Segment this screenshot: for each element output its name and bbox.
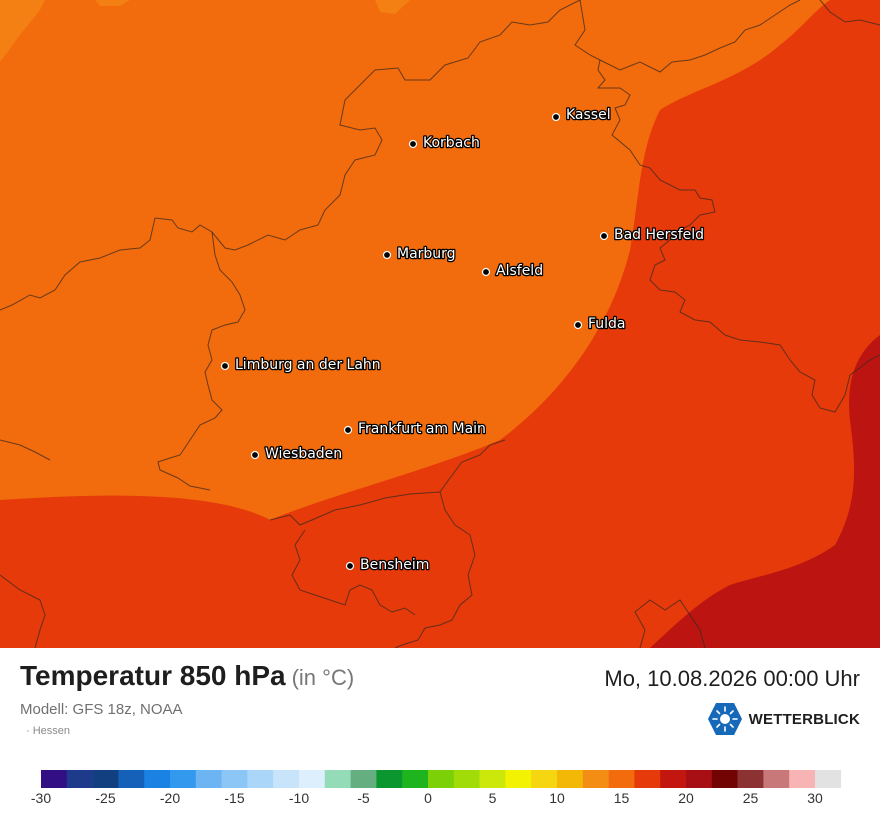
legend-ticks: -30 -25 -20 -15 -10 -5 0 5 10 15 20 25 30 (31, 790, 823, 806)
field-band-14-16 (0, 0, 880, 648)
city-dot (250, 450, 260, 460)
city-label: Bensheim (360, 557, 429, 573)
region-label: · Hessen (26, 725, 71, 737)
city-dot (481, 267, 491, 277)
legend-tick-label: 0 (424, 790, 432, 806)
logo-text: WETTERBLICK (748, 710, 860, 728)
sun-snowflake-hexagon-icon (707, 703, 742, 735)
city-label: Bad Hersfeld (614, 227, 704, 243)
legend-tick-label: -10 (289, 790, 309, 806)
city-wiesbaden[interactable]: Wiesbaden (250, 445, 343, 463)
city-alsfeld[interactable]: Alsfeld (481, 262, 544, 280)
legend-swatch (453, 770, 480, 788)
legend-swatch (505, 770, 532, 788)
legend-swatch (376, 770, 403, 788)
city-bensheim[interactable]: Bensheim (345, 556, 431, 574)
city-dot (599, 231, 609, 241)
city-frankfurt-am-main[interactable]: Frankfurt am Main (343, 420, 487, 438)
state-borders (0, 0, 880, 648)
city-kassel[interactable]: Kassel (551, 106, 612, 124)
wetterblick-logo[interactable]: WETTERBLICK (707, 702, 860, 736)
legend-swatch (634, 770, 661, 788)
city-dot (382, 250, 392, 260)
city-dot (343, 425, 353, 435)
city-dot (345, 561, 355, 571)
city-label: Alsfeld (496, 263, 543, 279)
legend-swatch (66, 770, 93, 788)
legend-swatch (737, 770, 764, 788)
legend-swatch (273, 770, 300, 788)
legend-tick-label: -15 (224, 790, 244, 806)
legend-swatch (686, 770, 713, 788)
map-footer: Temperatur 850 hPa (in °C) Mo, 10.08.2026… (0, 648, 880, 830)
legend-swatch (711, 770, 738, 788)
city-limburg-an-der-lahn[interactable]: Limburg an der Lahn (220, 356, 382, 374)
legend-swatch (118, 770, 145, 788)
city-dot (408, 139, 418, 149)
legend-swatches (41, 770, 842, 788)
city-label: Limburg an der Lahn (235, 357, 381, 373)
legend-swatch (531, 770, 558, 788)
legend-swatch (92, 770, 119, 788)
legend-swatch (41, 770, 68, 788)
legend-tick-label: 30 (807, 790, 823, 806)
model-info: Modell: GFS 18z, NOAA (20, 701, 183, 718)
map-canvas: Kassel Korbach Bad Hersfeld Marburg Alsf… (0, 0, 880, 648)
city-label: Wiesbaden (265, 446, 342, 462)
legend-swatch (350, 770, 377, 788)
city-dot (573, 320, 583, 330)
legend-tick-label: 10 (549, 790, 565, 806)
city-label: Korbach (423, 135, 480, 151)
legend-swatch (144, 770, 171, 788)
legend-swatch (608, 770, 635, 788)
temperature-legend: -30 -25 -20 -15 -10 -5 0 5 10 15 20 25 30 (31, 770, 842, 806)
legend-swatch (660, 770, 687, 788)
unit-label: (in °C) (291, 665, 355, 690)
legend-swatch (557, 770, 584, 788)
city-dot (220, 361, 230, 371)
legend-swatch (247, 770, 274, 788)
forecast-datetime: Mo, 10.08.2026 00:00 Uhr (604, 666, 860, 691)
legend-swatch (402, 770, 429, 788)
city-bad-hersfeld[interactable]: Bad Hersfeld (599, 226, 705, 244)
city-label: Kassel (566, 107, 611, 123)
legend-swatch (170, 770, 197, 788)
legend-swatch (428, 770, 455, 788)
legend-tick-label: -20 (160, 790, 180, 806)
legend-swatch (789, 770, 816, 788)
legend-swatch (763, 770, 790, 788)
legend-swatch (299, 770, 326, 788)
field-band-10-12-north (95, 0, 130, 6)
legend-tick-label: -30 (31, 790, 51, 806)
city-korbach[interactable]: Korbach (408, 134, 481, 152)
title-text: Temperatur 850 hPa (20, 660, 286, 691)
field-band-10-12-west (0, 0, 45, 62)
city-label: Fulda (588, 316, 626, 332)
city-label: Frankfurt am Main (358, 421, 486, 437)
temperature-map[interactable]: Kassel Korbach Bad Hersfeld Marburg Alsf… (0, 0, 880, 648)
legend-tick-label: 15 (614, 790, 630, 806)
legend-tick-label: -5 (357, 790, 370, 806)
city-label: Marburg (397, 246, 456, 262)
legend-tick-label: 25 (743, 790, 759, 806)
city-markers: Kassel Korbach Bad Hersfeld Marburg Alsf… (220, 106, 705, 574)
legend-tick-label: 5 (489, 790, 497, 806)
map-title: Temperatur 850 hPa (in °C) (20, 660, 354, 692)
legend-swatch (324, 770, 351, 788)
legend-tick-label: -25 (95, 790, 115, 806)
legend-swatch (221, 770, 248, 788)
legend-swatch (582, 770, 609, 788)
legend-tick-label: 20 (678, 790, 694, 806)
field-band-16-18 (650, 335, 880, 648)
city-marburg[interactable]: Marburg (382, 245, 457, 263)
city-fulda[interactable]: Fulda (573, 315, 627, 333)
city-dot (551, 112, 561, 122)
legend-swatch (195, 770, 222, 788)
legend-swatch (479, 770, 506, 788)
legend-swatch (815, 770, 842, 788)
field-band-10-12-north2 (375, 0, 410, 14)
